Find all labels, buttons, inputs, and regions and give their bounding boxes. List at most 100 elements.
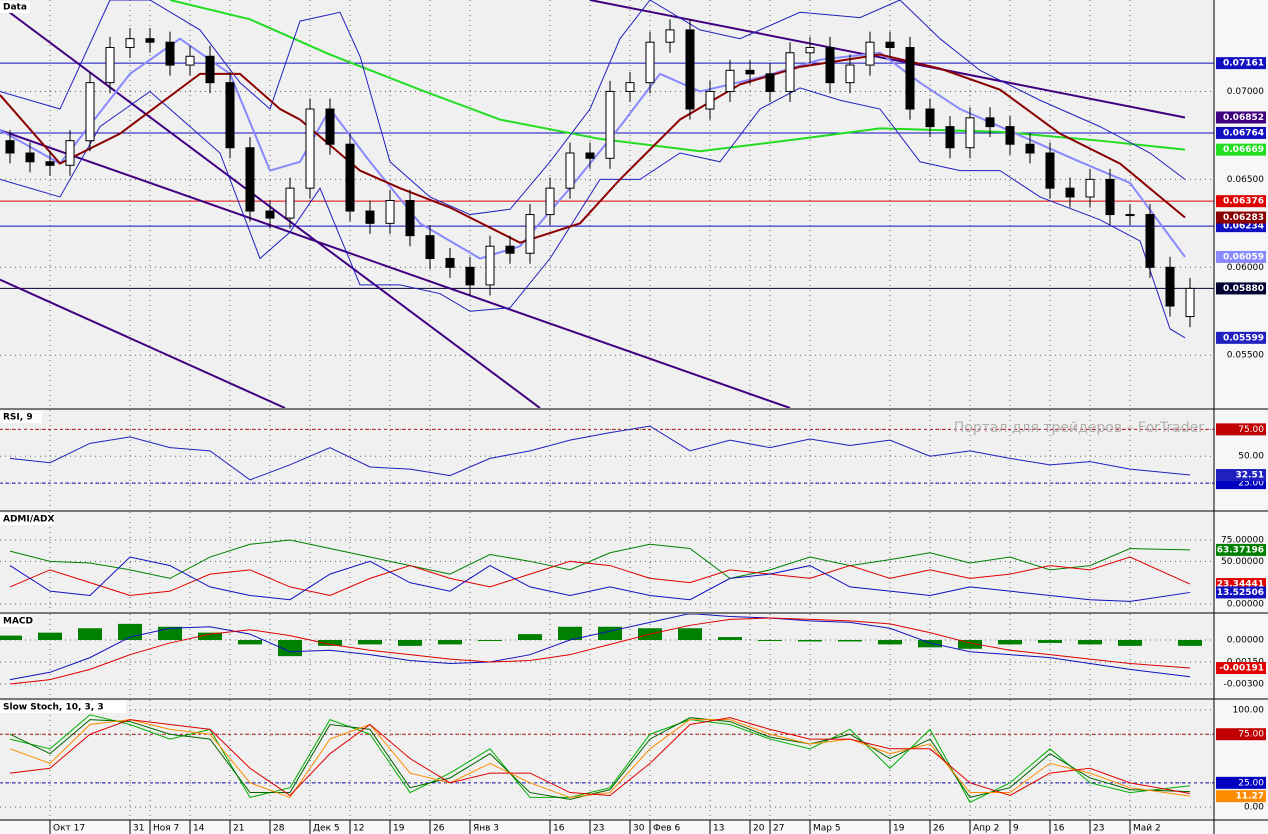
candle-body bbox=[165, 41, 175, 66]
x-tick-label: 19 bbox=[393, 824, 405, 834]
candle-body bbox=[865, 41, 875, 66]
x-tick-label: 12 bbox=[353, 824, 364, 834]
histogram-bar bbox=[438, 639, 462, 645]
candle-body bbox=[385, 199, 395, 224]
panel bbox=[0, 700, 1214, 819]
value-badge-label: 0.05880 bbox=[1223, 284, 1264, 294]
x-tick-label: 30 bbox=[633, 824, 645, 834]
value-badge-label: 11.27 bbox=[1236, 792, 1264, 802]
candle-body bbox=[465, 266, 475, 286]
candle-body bbox=[1105, 178, 1115, 216]
candle-body bbox=[665, 29, 675, 43]
candle-body bbox=[765, 73, 775, 92]
value-badge-label: 0.06764 bbox=[1223, 128, 1264, 138]
value-badge-label: 32.51 bbox=[1236, 471, 1264, 481]
x-tick-label: 14 bbox=[193, 824, 205, 834]
value-badge-label: 0.06059 bbox=[1223, 252, 1264, 262]
histogram-bar bbox=[678, 628, 702, 640]
histogram-bar bbox=[518, 634, 542, 640]
y-tick-label: 0.00000 bbox=[1227, 599, 1264, 609]
histogram-bar bbox=[278, 639, 302, 657]
value-badge-label: -0.00191 bbox=[1219, 664, 1264, 674]
x-tick-label: Фев 6 bbox=[653, 824, 680, 834]
candle-body bbox=[605, 90, 615, 159]
indicator-line bbox=[9, 614, 1191, 681]
x-tick-label: 19 bbox=[893, 824, 905, 834]
y-tick-label: 75.00 bbox=[1238, 425, 1264, 435]
candle-body bbox=[105, 46, 115, 84]
watermark: Портал для трейдеров – ForTrader bbox=[954, 420, 1204, 436]
value-badge bbox=[1216, 282, 1266, 295]
candle-body bbox=[945, 126, 955, 149]
value-badge-label: 0.06852 bbox=[1223, 113, 1264, 123]
panel-title: ADMI/ADX bbox=[3, 515, 54, 525]
histogram-bar bbox=[478, 639, 502, 641]
panel-title-bg bbox=[0, 701, 126, 713]
level-badge bbox=[1216, 776, 1266, 789]
candle-body bbox=[625, 82, 635, 92]
candle-body bbox=[345, 143, 355, 212]
x-tick-label: Апр 2 bbox=[973, 824, 999, 834]
indicator-line bbox=[9, 556, 1191, 596]
x-tick-label: 20 bbox=[753, 824, 765, 834]
value-badge-label: 0.06376 bbox=[1223, 197, 1264, 207]
indicator-line bbox=[9, 539, 1191, 579]
x-tick-label: 23 bbox=[1093, 824, 1104, 834]
value-badge bbox=[1216, 469, 1266, 482]
indicator-line bbox=[9, 617, 1191, 685]
x-tick-label: 9 bbox=[1013, 824, 1019, 834]
candle-body bbox=[25, 152, 35, 163]
histogram-bar bbox=[398, 639, 422, 646]
indicator-line bbox=[9, 425, 1191, 481]
candle-body bbox=[805, 46, 815, 54]
histogram-bar bbox=[38, 632, 62, 640]
candle-body bbox=[185, 55, 195, 66]
histogram-bar bbox=[1078, 639, 1102, 645]
candle-body bbox=[305, 108, 315, 189]
value-badge-label: 23.34441 bbox=[1217, 580, 1264, 590]
y-tick-label: 25.00 bbox=[1238, 778, 1264, 788]
candle-body bbox=[445, 258, 455, 268]
candle-body bbox=[985, 117, 995, 128]
indicator-line bbox=[9, 556, 1191, 602]
histogram-bar bbox=[798, 639, 822, 642]
x-tick-label: 16 bbox=[553, 824, 565, 834]
histogram-bar bbox=[758, 639, 782, 641]
value-badge bbox=[1216, 57, 1266, 70]
candle-body bbox=[525, 214, 535, 254]
candle-body bbox=[845, 64, 855, 84]
value-badge-label: 13.52506 bbox=[1217, 588, 1264, 598]
panel-title: Data bbox=[3, 3, 27, 13]
candle-body bbox=[1185, 287, 1195, 318]
y-tick-label: 0.06500 bbox=[1227, 175, 1264, 185]
y-tick-label: 75.00000 bbox=[1221, 535, 1264, 545]
candle-body bbox=[545, 187, 555, 216]
candle-body bbox=[245, 147, 255, 212]
y-tick-label: 100.00 bbox=[1233, 705, 1265, 715]
panel-title: Slow Stoch, 10, 3, 3 bbox=[3, 703, 104, 713]
candle-body bbox=[1125, 214, 1135, 217]
candle-body bbox=[745, 69, 755, 75]
overlay-line bbox=[0, 0, 1186, 216]
x-tick-label: Дек 5 bbox=[313, 824, 340, 834]
panel-title: RSI, 9 bbox=[3, 413, 33, 423]
histogram-bar bbox=[1178, 639, 1202, 646]
x-tick-label: Окт 17 bbox=[53, 824, 85, 834]
value-badge-label: 0.05599 bbox=[1223, 333, 1264, 343]
histogram-bar bbox=[998, 639, 1022, 645]
candle-body bbox=[1145, 214, 1155, 268]
candle-body bbox=[225, 82, 235, 149]
x-tick-label: Мар 5 bbox=[813, 824, 841, 834]
x-tick-label: 13 bbox=[713, 824, 724, 834]
candle-body bbox=[65, 140, 75, 166]
overlay-line bbox=[0, 53, 1186, 244]
panel-title-bg bbox=[0, 1, 30, 13]
panel: Портал для трейдеров – ForTrader bbox=[0, 410, 1214, 510]
panel bbox=[0, 0, 1214, 408]
value-badge-label: 63.37196 bbox=[1217, 545, 1264, 555]
x-tick-label: Янв 3 bbox=[473, 824, 499, 834]
histogram-bar bbox=[238, 639, 262, 645]
x-tick-label: 16 bbox=[1053, 824, 1065, 834]
panel-title-bg bbox=[0, 513, 54, 525]
